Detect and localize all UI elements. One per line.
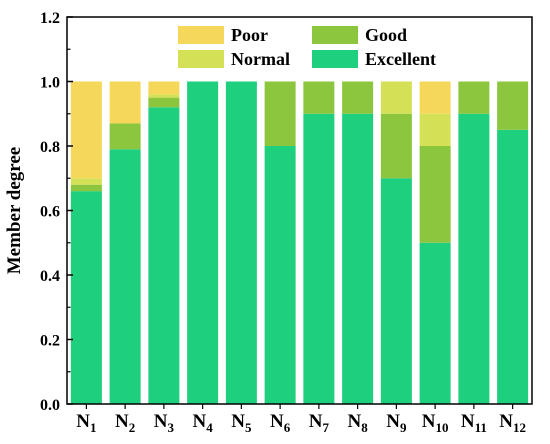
x-tick-label-N2: N2 — [115, 411, 135, 435]
bar-good-N8 — [342, 81, 374, 114]
y-tick-label: 0.4 — [40, 268, 60, 285]
bar-excellent-N2 — [109, 149, 141, 404]
bar-excellent-N1 — [70, 191, 102, 404]
bar-good-N6 — [264, 81, 296, 146]
legend-swatch-normal — [178, 50, 224, 68]
bar-good-N7 — [303, 81, 335, 114]
x-tick-label-N12: N12 — [499, 411, 526, 435]
x-tick-label-N5: N5 — [231, 411, 252, 435]
legend: Poor Good Normal Excellent — [178, 25, 436, 69]
legend-label-good: Good — [365, 25, 407, 45]
y-tick-label: 1.0 — [40, 75, 60, 92]
bar-excellent-N12 — [497, 129, 529, 404]
y-tick-label: 0.0 — [40, 397, 60, 414]
legend-label-normal: Normal — [231, 49, 290, 69]
x-tick-label-N10: N10 — [422, 411, 449, 435]
bar-good-N10 — [419, 146, 451, 243]
bar-poor-N2 — [109, 81, 141, 124]
x-tick-label-N7: N7 — [309, 411, 330, 435]
y-axis-label: Member degree — [4, 147, 25, 275]
legend-label-poor: Poor — [231, 25, 268, 45]
bar-normal-N10 — [419, 113, 451, 146]
bar-excellent-N4 — [187, 81, 219, 404]
bar-excellent-N8 — [342, 113, 374, 404]
bar-excellent-N3 — [148, 107, 180, 405]
y-tick-label: 0.2 — [40, 333, 60, 350]
bar-good-N11 — [458, 81, 490, 114]
bars-layer — [70, 81, 529, 405]
x-tick-label-N4: N4 — [193, 411, 214, 435]
bar-excellent-N11 — [458, 113, 490, 404]
bar-good-N12 — [497, 81, 529, 130]
legend-swatch-good — [312, 26, 358, 44]
x-axis: N1 N2 N3 N4 N5 N6 N7 N8 N9 N10 N11 N12 — [76, 404, 526, 435]
bar-excellent-N6 — [264, 146, 296, 404]
legend-swatch-excellent — [312, 50, 358, 68]
x-tick-label-N3: N3 — [154, 411, 175, 435]
y-tick-label: 0.6 — [40, 204, 60, 221]
y-axis: 0.0 0.2 0.4 0.6 0.8 1.0 1.2 — [40, 10, 73, 414]
y-tick-label: 1.2 — [40, 10, 60, 27]
x-tick-label-N9: N9 — [386, 411, 407, 435]
bar-excellent-N5 — [225, 81, 257, 404]
x-tick-label-N6: N6 — [270, 411, 291, 435]
bar-normal-N3 — [148, 94, 180, 98]
x-tick-label-N11: N11 — [461, 411, 487, 435]
bar-excellent-N10 — [419, 242, 451, 404]
bar-excellent-N9 — [380, 178, 412, 404]
bar-good-N9 — [380, 113, 412, 179]
y-tick-label: 0.8 — [40, 139, 60, 156]
bar-poor-N3 — [148, 81, 180, 95]
bar-normal-N9 — [380, 81, 412, 114]
legend-swatch-poor — [178, 26, 224, 44]
bar-good-N2 — [109, 123, 141, 150]
bar-poor-N1 — [70, 81, 102, 179]
bar-poor-N10 — [419, 81, 451, 114]
bar-normal-N1 — [70, 178, 102, 185]
legend-label-excellent: Excellent — [365, 49, 436, 69]
x-tick-label-N1: N1 — [76, 411, 96, 435]
bar-excellent-N7 — [303, 113, 335, 404]
x-tick-label-N8: N8 — [348, 411, 369, 435]
bar-good-N3 — [148, 97, 180, 108]
bar-good-N1 — [70, 184, 102, 192]
